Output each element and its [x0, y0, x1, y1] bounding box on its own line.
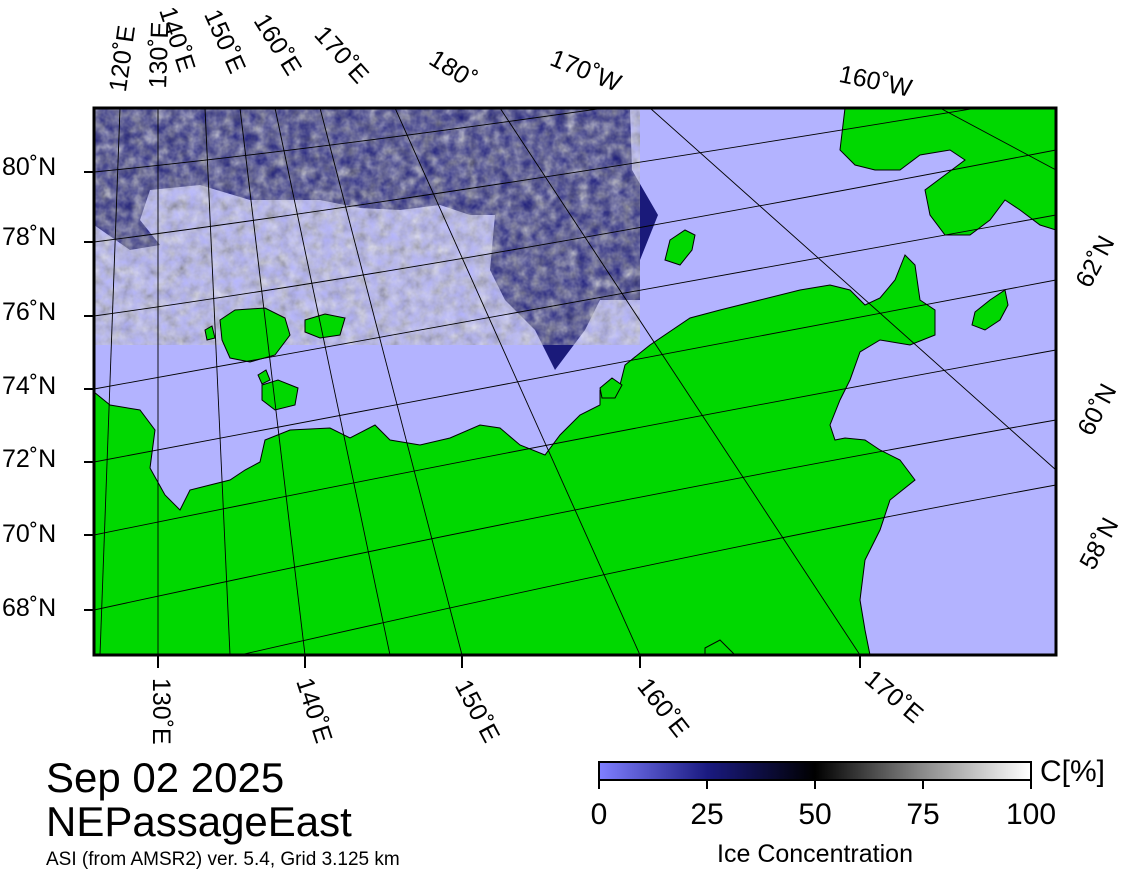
island-new-siberia-east [304, 313, 346, 339]
legend-tick [598, 781, 600, 789]
map-info: ASI (from AMSR2) ver. 5.4, Grid 3.125 km [46, 849, 400, 870]
legend-tick-label: 25 [690, 798, 724, 831]
label-72n: 72˚N [2, 445, 57, 473]
island-bottom [704, 639, 736, 655]
legend-tick-label: 75 [906, 798, 940, 831]
legend-title: Ice Concentration [717, 840, 913, 868]
island-small-2 [204, 325, 216, 341]
island-st-lawrence [971, 289, 1009, 331]
map-region: NEPassageEast [46, 798, 352, 845]
label-130e-bottom: 130˚E [147, 678, 175, 745]
graticule [94, 108, 1056, 655]
sea-ice-pack [94, 108, 658, 370]
island-new-siberia [219, 307, 291, 363]
legend-tick [1030, 781, 1032, 789]
label-78n: 78˚N [2, 223, 57, 251]
island-kotelny [261, 379, 299, 411]
legend-unit: C[%] [1040, 755, 1106, 788]
legend-tick-label: 100 [1005, 798, 1057, 831]
siberia-mainland [94, 254, 936, 655]
map-date: Sep 02 2025 [46, 754, 285, 801]
legend-colorbar [598, 761, 1032, 781]
legend-tick [922, 781, 924, 789]
legend-tick-label: 0 [590, 798, 608, 831]
label-76n: 76˚N [2, 298, 57, 326]
label-68n: 68˚N [2, 594, 57, 622]
axis-ticks [84, 171, 861, 668]
island-ayon [599, 377, 623, 399]
island-wrangel [664, 229, 696, 266]
label-70n: 70˚N [2, 520, 57, 548]
legend-tick [706, 781, 708, 789]
legend-tick [814, 781, 816, 789]
label-74n: 74˚N [2, 372, 57, 400]
label-80n: 80˚N [2, 153, 57, 181]
island-small-1 [257, 369, 271, 385]
alaska-land [839, 108, 1056, 236]
map-frame [92, 106, 1058, 657]
legend-tick-label: 50 [798, 798, 832, 831]
